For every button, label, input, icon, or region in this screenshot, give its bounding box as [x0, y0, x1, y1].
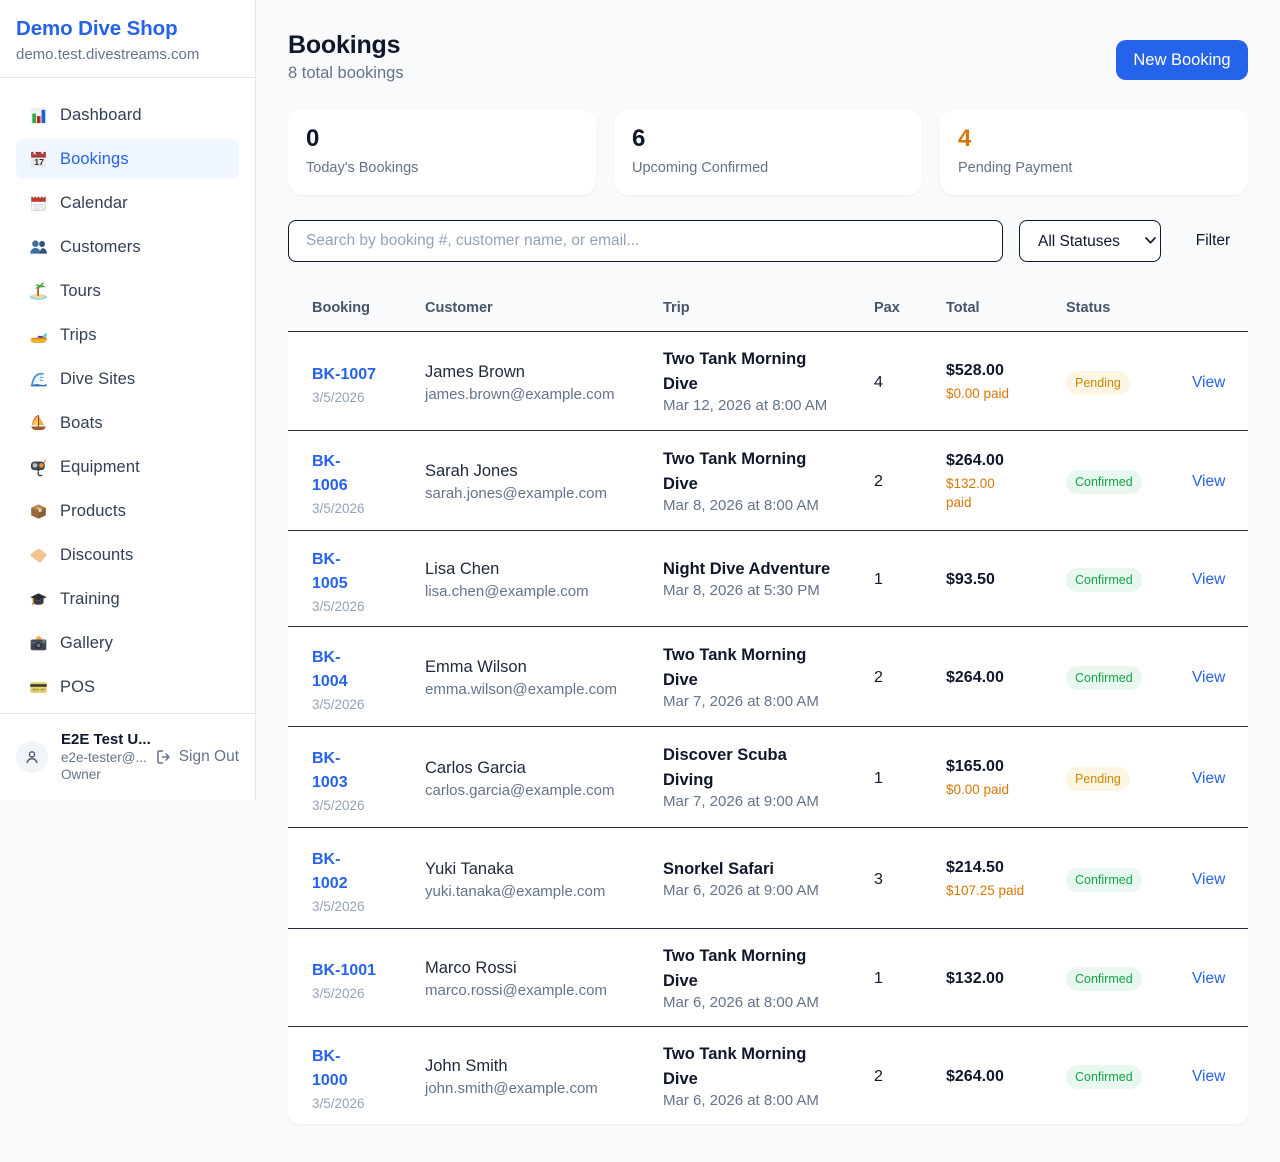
svg-text:17: 17 — [34, 156, 44, 166]
